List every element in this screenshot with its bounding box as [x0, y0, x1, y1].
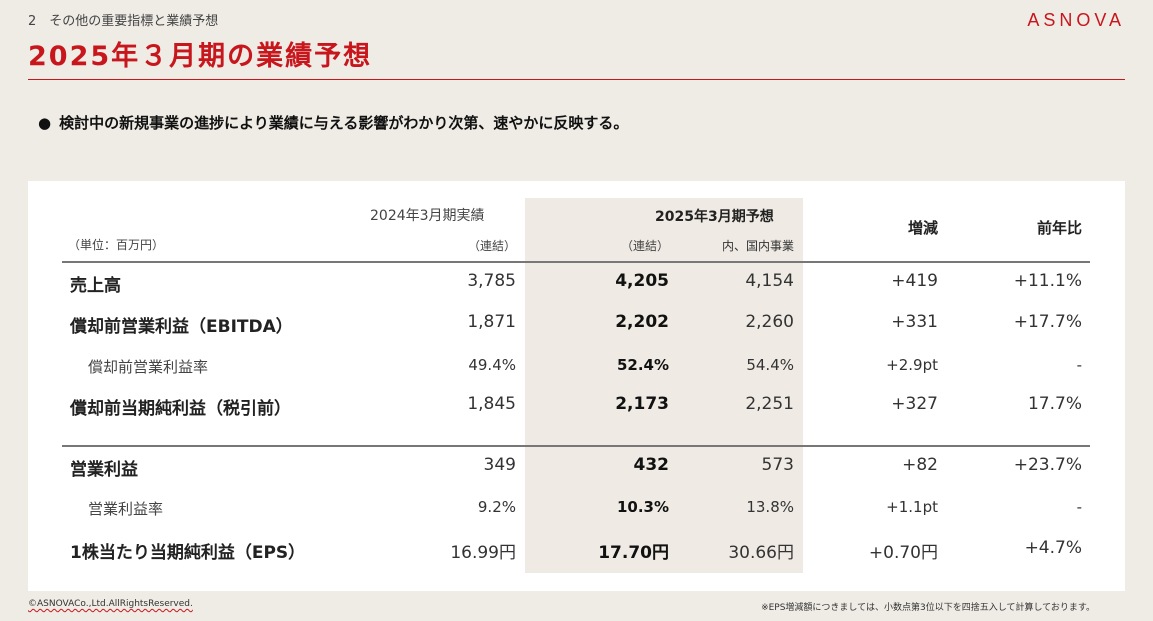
row-label: 償却前営業利益（EBITDA） [70, 317, 293, 337]
table-row: 営業利益 349 432 573 +82 +23.7% [28, 455, 1125, 495]
header-divider [62, 261, 1090, 263]
table-row: 1株当たり当期純利益（EPS） 16.99円 17.70円 30.66円 +0.… [28, 538, 1125, 578]
header-yoy: 前年比 [1036, 219, 1082, 237]
company-logo: ASNOVA [1027, 10, 1125, 30]
domestic-value: 2,251 [745, 394, 794, 414]
change-value: +419 [891, 271, 938, 291]
domestic-value: 573 [761, 455, 794, 475]
change-value: +2.9pt [886, 356, 938, 374]
row-label: 1株当たり当期純利益（EPS） [70, 543, 306, 563]
row-label: 営業利益 [70, 460, 138, 480]
row-label: 償却前当期純利益（税引前） [70, 399, 291, 419]
change-value: +82 [902, 455, 938, 475]
table-row: 営業利益率 9.2% 10.3% 13.8% +1.1pt - [28, 498, 1125, 538]
breadcrumb: 2 その他の重要指標と業績予想 [28, 14, 219, 29]
yoy-value: - [1076, 498, 1082, 516]
page-title: 2025年３月期の業績予想 [28, 41, 373, 72]
forecast-value: 10.3% [616, 498, 669, 516]
domestic-value: 13.8% [746, 498, 794, 516]
yoy-value: +17.7% [1013, 312, 1082, 332]
copyright-text: ©ASNOVACo.,Ltd.AllRightsReserved. [28, 599, 193, 609]
table-row: 売上高 3,785 4,205 4,154 +419 +11.1% [28, 271, 1125, 311]
forecast-value: 17.70円 [598, 543, 669, 563]
row-label: 償却前営業利益率 [88, 358, 209, 376]
change-value: +331 [891, 312, 938, 332]
bullet-point: ● 検討中の新規事業の進捗により業績に与える影響がわかり次第、速やかに反映する。 [38, 112, 628, 133]
header-prev-year: 2024年3月期実績 [370, 208, 485, 224]
prev-value: 49.4% [468, 356, 516, 374]
table-row: 償却前営業利益（EBITDA） 1,871 2,202 2,260 +331 +… [28, 312, 1125, 352]
section-divider [62, 445, 1090, 447]
forecast-value: 4,205 [615, 271, 669, 291]
domestic-value: 4,154 [745, 271, 794, 291]
row-label: 売上高 [70, 276, 121, 296]
header-domestic: 内、国内事業 [721, 239, 794, 253]
header-forecast: 2025年3月期予想 [655, 209, 774, 225]
prev-value: 9.2% [477, 498, 516, 516]
forecast-value: 432 [633, 455, 670, 475]
bullet-icon: ● [38, 114, 52, 132]
unit-label: （単位：百万円） [68, 238, 165, 252]
yoy-value: +4.7% [1024, 538, 1082, 558]
header-prev-consolidated: （連結） [467, 239, 516, 253]
yoy-value: +23.7% [1013, 455, 1082, 475]
eps-footnote: ※EPS増減額につきましては、小数点第3位以下を四捨五入して計算しております。 [761, 603, 1095, 613]
change-value: +327 [891, 394, 938, 414]
domestic-value: 54.4% [746, 356, 794, 374]
bullet-text: 検討中の新規事業の進捗により業績に与える影響がわかり次第、速やかに反映する。 [59, 114, 629, 132]
table-row: 償却前当期純利益（税引前） 1,845 2,173 2,251 +327 17.… [28, 394, 1125, 434]
domestic-value: 30.66円 [728, 543, 794, 563]
forecast-column-highlight [525, 198, 803, 573]
prev-value: 1,845 [467, 394, 516, 414]
forecast-value: 2,202 [615, 312, 669, 332]
change-value: +1.1pt [886, 498, 938, 516]
title-divider [28, 79, 1125, 80]
prev-value: 16.99円 [450, 543, 516, 563]
header-change: 増減 [907, 219, 938, 237]
header-forecast-consolidated: （連結） [620, 239, 669, 253]
prev-value: 1,871 [467, 312, 516, 332]
domestic-value: 2,260 [745, 312, 794, 332]
forecast-value: 2,173 [615, 394, 669, 414]
table-row: 償却前営業利益率 49.4% 52.4% 54.4% +2.9pt - [28, 356, 1125, 396]
forecast-value: 52.4% [616, 356, 669, 374]
yoy-value: +11.1% [1013, 271, 1082, 291]
change-value: +0.70円 [868, 543, 938, 563]
yoy-value: 17.7% [1027, 394, 1082, 414]
row-label: 営業利益率 [88, 500, 164, 518]
prev-value: 349 [483, 455, 516, 475]
yoy-value: - [1076, 356, 1082, 374]
forecast-table: 2024年3月期実績 （単位：百万円） （連結） 2025年3月期予想 （連結）… [28, 181, 1125, 591]
prev-value: 3,785 [467, 271, 516, 291]
